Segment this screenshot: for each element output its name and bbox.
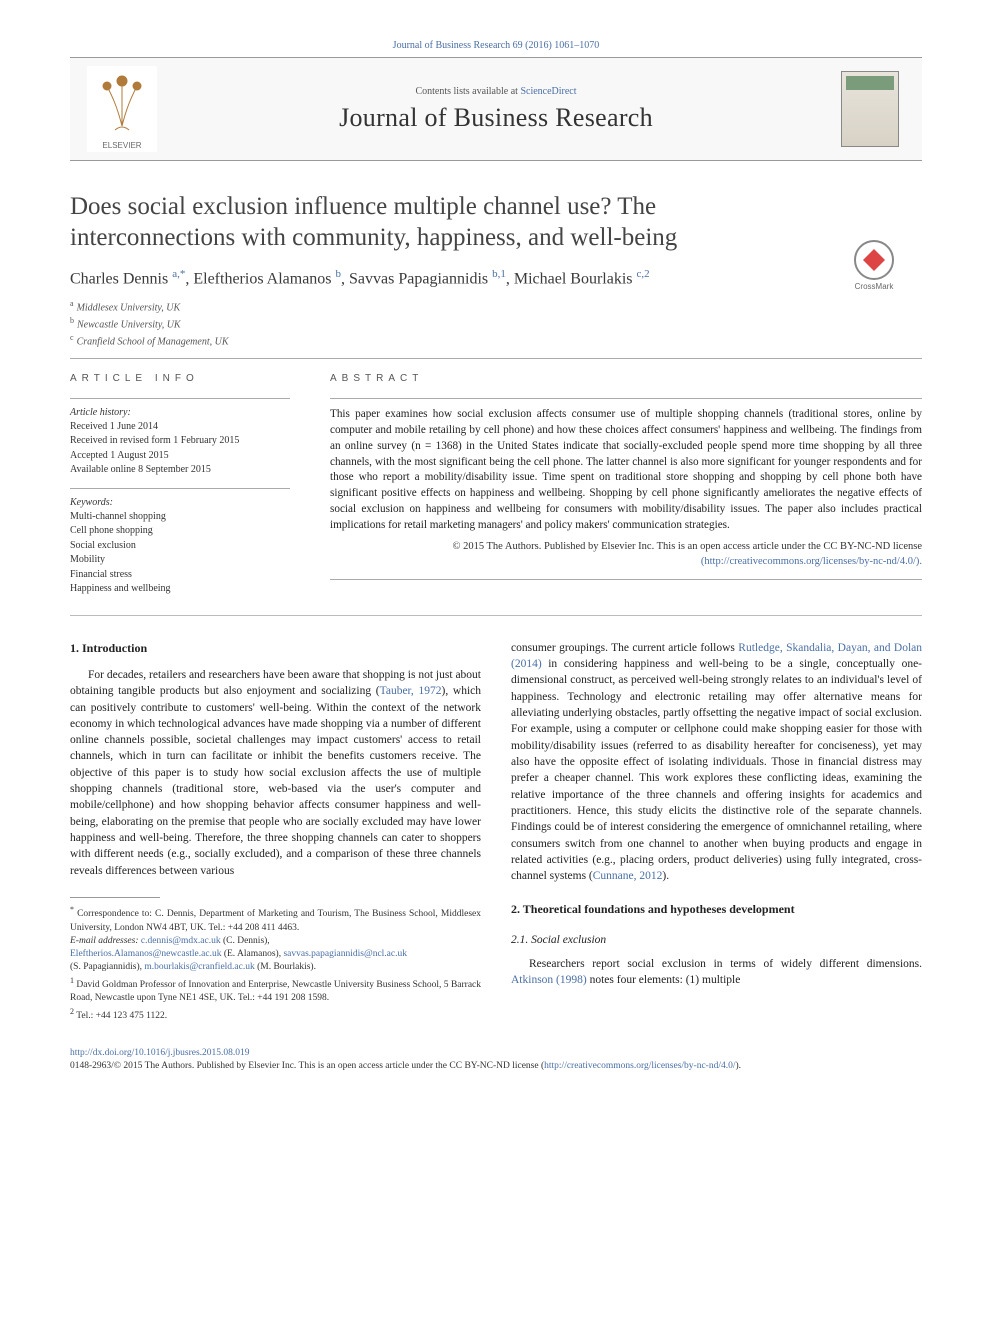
history-received: Received 1 June 2014: [70, 420, 290, 435]
author-4: Michael Bourlakis: [514, 270, 633, 287]
author-2-markers: b: [336, 268, 342, 280]
footnote-1: 1 David Goldman Professor of Innovation …: [70, 975, 481, 1006]
section-1-para-1: For decades, retailers and researchers h…: [70, 667, 481, 879]
corr-marker: *: [70, 905, 74, 914]
history-accepted: Accepted 1 August 2015: [70, 449, 290, 464]
email-papagiannidis-who: (S. Papagiannidis),: [70, 962, 142, 972]
emails-footnote: E-mail addresses: c.dennis@mdx.ac.uk (C.…: [70, 935, 481, 948]
author-3-markers: b,1: [492, 268, 506, 280]
elsevier-wordmark: ELSEVIER: [102, 141, 141, 150]
body-two-column: 1. Introduction For decades, retailers a…: [70, 640, 922, 1023]
copyright-line: © 2015 The Authors. Published by Elsevie…: [330, 540, 922, 569]
email-dennis[interactable]: c.dennis@mdx.ac.uk: [141, 936, 221, 946]
section-2-heading: 2. Theoretical foundations and hypothese…: [511, 901, 922, 918]
issn-tail: ).: [736, 1061, 742, 1071]
affiliations-block: aMiddlesex University, UK bNewcastle Uni…: [70, 298, 922, 350]
author-1-corr[interactable]: *: [180, 268, 186, 280]
crossmark-badge[interactable]: CrossMark: [834, 240, 914, 291]
author-1-markers: a,: [172, 268, 180, 280]
contents-prefix: Contents lists available at: [415, 86, 520, 97]
crossmark-icon: [854, 240, 894, 280]
footnote-separator: [70, 897, 160, 898]
contents-available-line: Contents lists available at ScienceDirec…: [162, 86, 830, 97]
author-1: Charles Dennis: [70, 270, 168, 287]
elsevier-tree-icon: ELSEVIER: [87, 66, 157, 152]
article-info-column: article info Article history: Received 1…: [70, 373, 290, 597]
section-1-para-2: consumer groupings. The current article …: [511, 640, 922, 885]
rule-before-body: [70, 615, 922, 616]
section-2-1-heading: 2.1. Social exclusion: [511, 932, 922, 948]
rule-abstract: [330, 398, 922, 399]
rule-below-abstract: [330, 579, 922, 580]
keyword-2: Cell phone shopping: [70, 524, 290, 539]
rule-keywords: [70, 488, 290, 489]
page-root: Journal of Business Research 69 (2016) 1…: [0, 0, 992, 1104]
publisher-logo-slot: ELSEVIER: [82, 66, 162, 152]
email-papagiannidis[interactable]: savvas.papagiannidis@ncl.ac.uk: [283, 949, 407, 959]
license-link-footer[interactable]: http://creativecommons.org/licenses/by-n…: [544, 1061, 735, 1071]
section-1-heading: 1. Introduction: [70, 640, 481, 657]
meta-columns: article info Article history: Received 1…: [70, 373, 922, 597]
crossmark-label: CrossMark: [834, 282, 914, 291]
keyword-5: Financial stress: [70, 568, 290, 583]
author-3: Savvas Papagiannidis: [349, 270, 488, 287]
abstract-text: This paper examines how social exclusion…: [330, 407, 922, 534]
keywords-label: Keywords:: [70, 497, 290, 508]
email-line-2: Eleftherios.Alamanos@newcastle.ac.uk (E.…: [70, 948, 481, 961]
history-revised: Received in revised form 1 February 2015: [70, 434, 290, 449]
email-line-3: (S. Papagiannidis), m.bourlakis@cranfiel…: [70, 961, 481, 974]
email-alamanos-who: (E. Alamanos),: [224, 949, 281, 959]
journal-cover-thumbnail: [841, 71, 899, 147]
email-label: E-mail addresses:: [70, 936, 139, 946]
author-2: Eleftherios Alamanos: [193, 270, 331, 287]
running-citation: Journal of Business Research 69 (2016) 1…: [70, 40, 922, 51]
cite-tauber[interactable]: Tauber, 1972: [380, 685, 442, 697]
cite-cunnane[interactable]: Cunnane, 2012: [593, 870, 663, 882]
authors-line: Charles Dennis a,*, Eleftherios Alamanos…: [70, 268, 922, 288]
keyword-6: Happiness and wellbeing: [70, 582, 290, 597]
email-bourlakis-who: (M. Bourlakis).: [257, 962, 316, 972]
article-title: Does social exclusion influence multiple…: [70, 191, 800, 254]
citation-link[interactable]: Journal of Business Research 69 (2016) 1…: [393, 40, 600, 51]
journal-header-center: Contents lists available at ScienceDirec…: [162, 86, 830, 133]
keyword-3: Social exclusion: [70, 539, 290, 554]
article-info-heading: article info: [70, 373, 290, 384]
abstract-heading: abstract: [330, 373, 922, 384]
doi-footer: http://dx.doi.org/10.1016/j.jbusres.2015…: [70, 1047, 922, 1074]
email-bourlakis[interactable]: m.bourlakis@cranfield.ac.uk: [144, 962, 254, 972]
affiliation-b: bNewcastle University, UK: [70, 315, 922, 332]
license-link[interactable]: (http://creativecommons.org/licenses/by-…: [701, 556, 922, 567]
doi-link[interactable]: http://dx.doi.org/10.1016/j.jbusres.2015…: [70, 1048, 250, 1058]
footnote-2: 2 Tel.: +44 123 475 1122.: [70, 1006, 481, 1023]
corr-text: Correspondence to: C. Dennis, Department…: [70, 909, 481, 932]
email-dennis-who: (C. Dennis),: [223, 936, 270, 946]
journal-header: ELSEVIER Contents lists available at Sci…: [70, 57, 922, 161]
corresponding-footnote: * Correspondence to: C. Dennis, Departme…: [70, 904, 481, 935]
footnotes-block: * Correspondence to: C. Dennis, Departme…: [70, 897, 481, 1023]
affiliation-c: cCranfield School of Management, UK: [70, 332, 922, 349]
journal-name: Journal of Business Research: [162, 103, 830, 133]
author-4-markers: c,2: [637, 268, 650, 280]
email-alamanos[interactable]: Eleftherios.Alamanos@newcastle.ac.uk: [70, 949, 221, 959]
keyword-4: Mobility: [70, 553, 290, 568]
rule-above-meta: [70, 358, 922, 359]
copyright-text: © 2015 The Authors. Published by Elsevie…: [452, 541, 922, 552]
history-online: Available online 8 September 2015: [70, 463, 290, 478]
article-history-label: Article history:: [70, 407, 290, 418]
rule-info: [70, 398, 290, 399]
keyword-1: Multi-channel shopping: [70, 510, 290, 525]
affiliation-a: aMiddlesex University, UK: [70, 298, 922, 315]
abstract-column: abstract This paper examines how social …: [330, 373, 922, 597]
journal-cover-slot: [830, 71, 910, 147]
issn-copyright: 0148-2963/© 2015 The Authors. Published …: [70, 1061, 544, 1071]
sciencedirect-link[interactable]: ScienceDirect: [520, 86, 576, 97]
keywords-list: Multi-channel shopping Cell phone shoppi…: [70, 510, 290, 597]
section-2-1-para-1: Researchers report social exclusion in t…: [511, 956, 922, 989]
cite-atkinson[interactable]: Atkinson (1998): [511, 974, 587, 986]
